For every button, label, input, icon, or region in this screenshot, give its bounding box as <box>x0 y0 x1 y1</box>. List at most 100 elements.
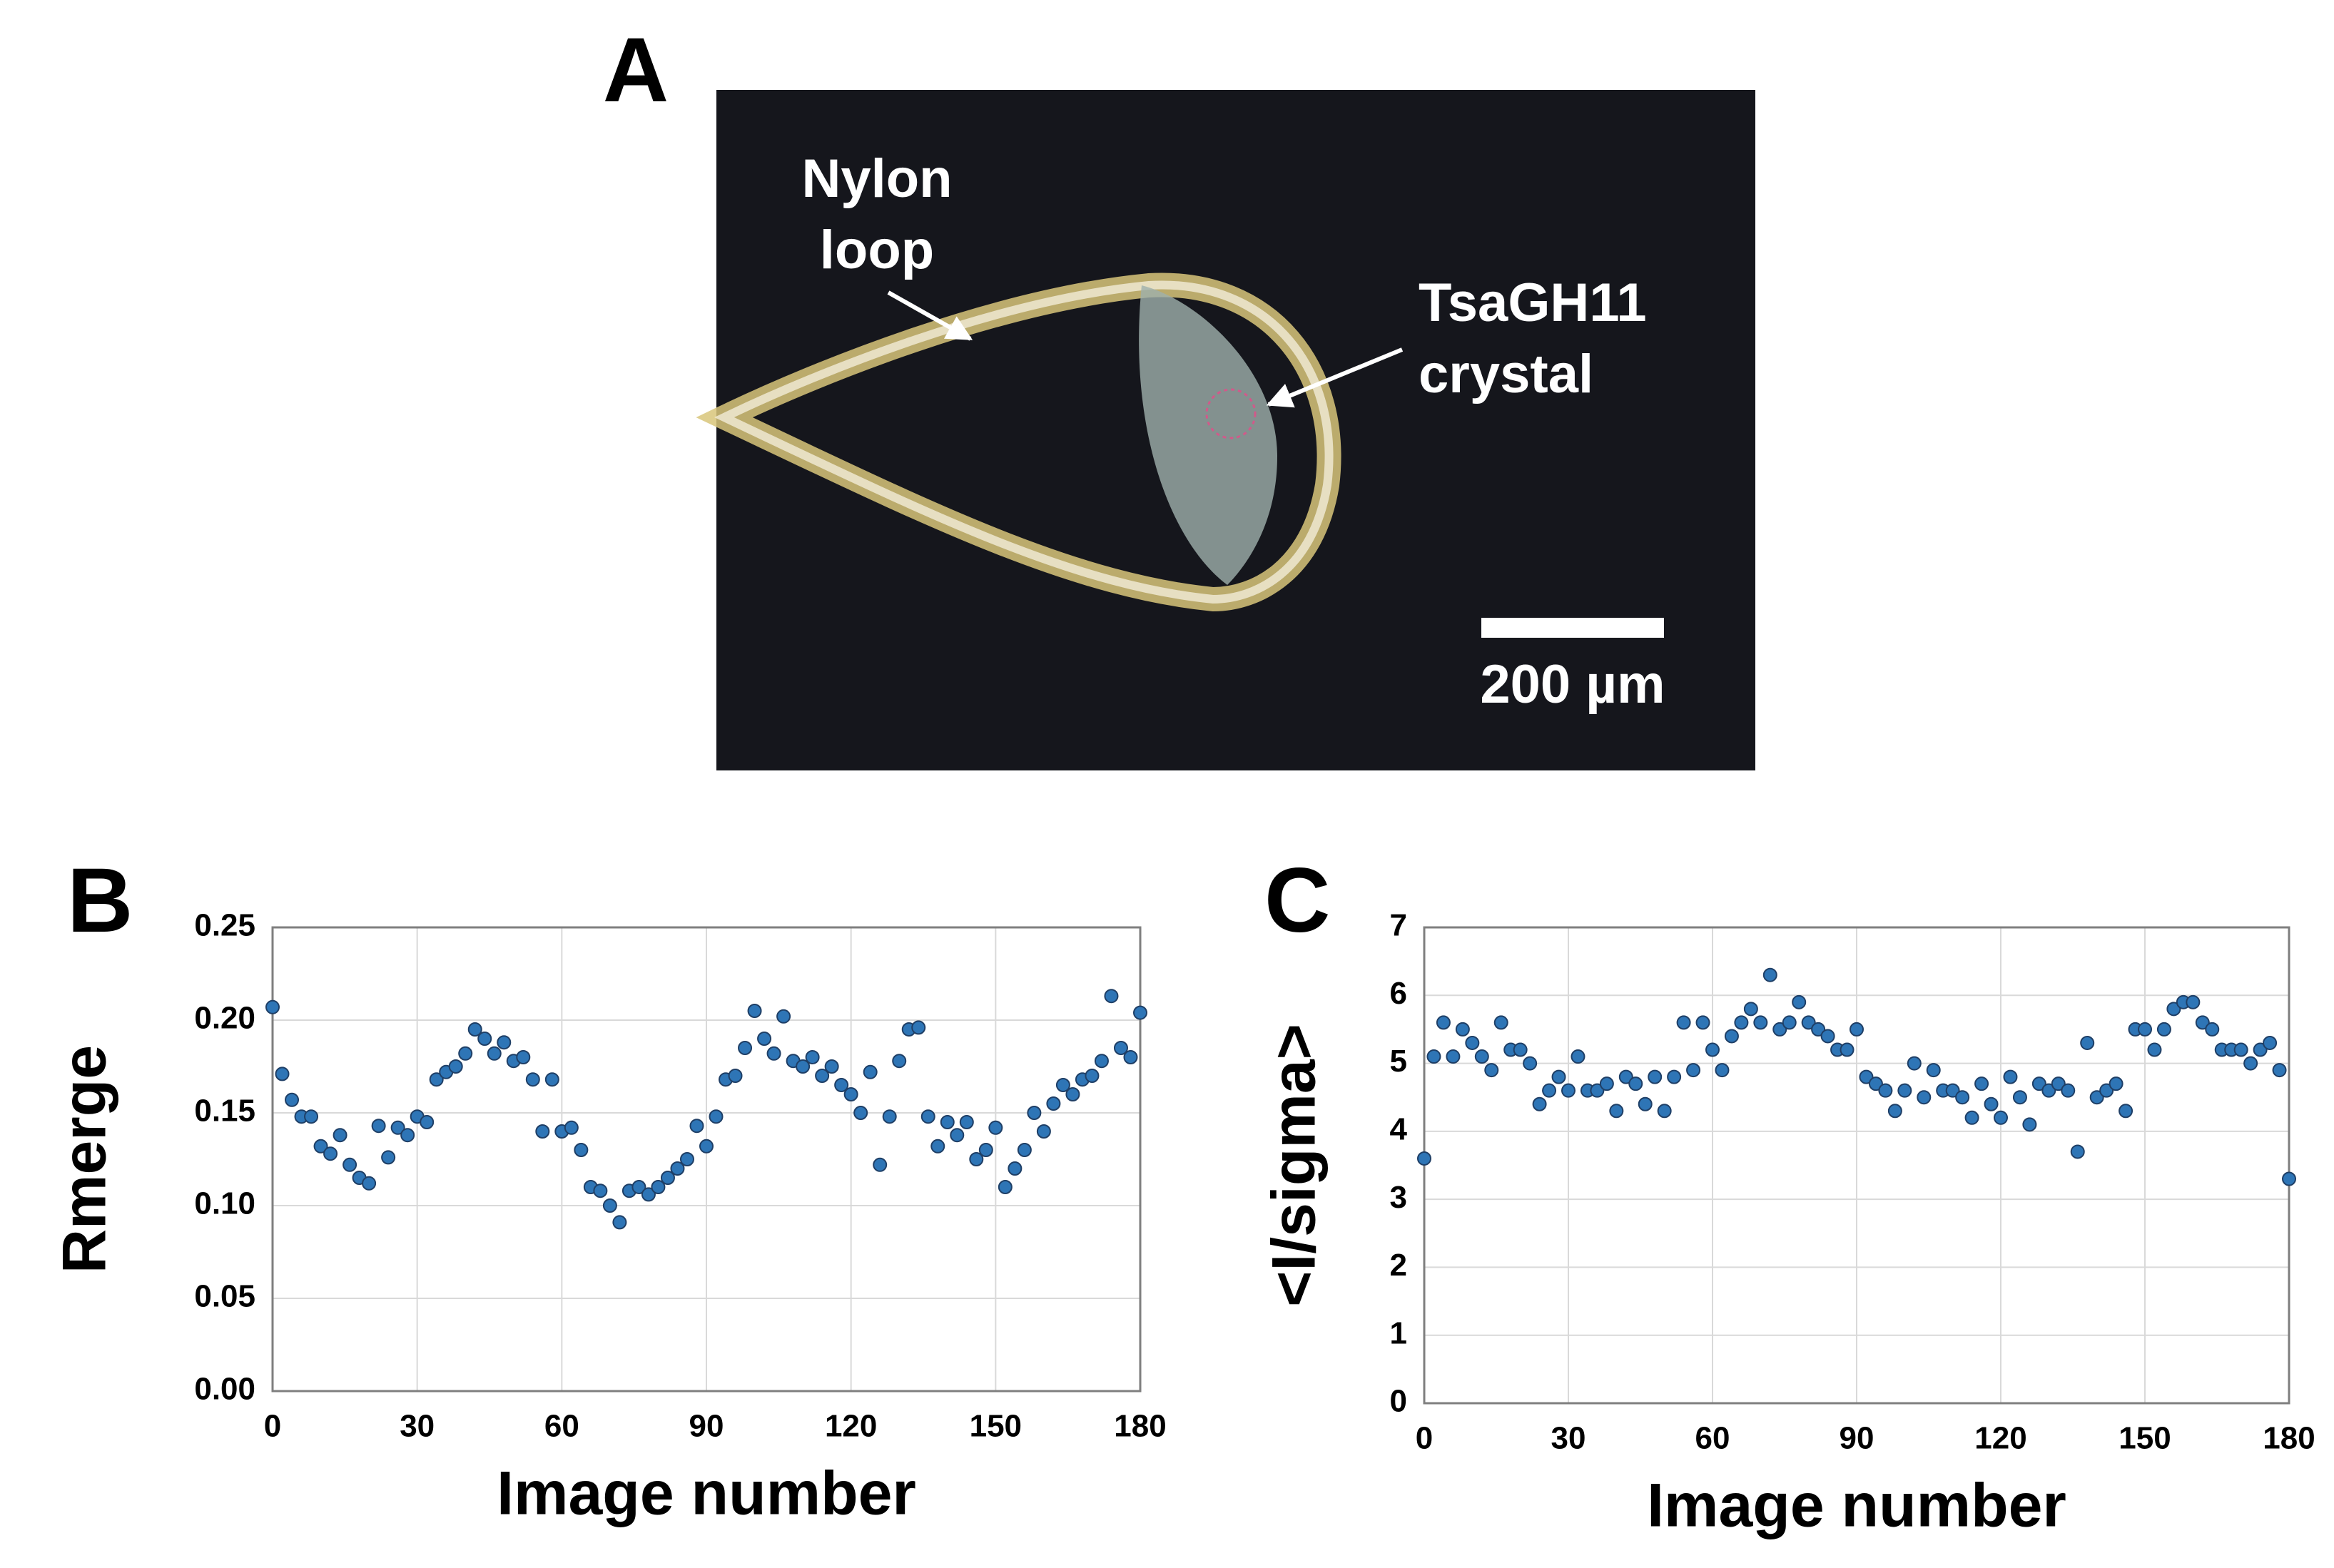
data-point <box>1609 1104 1624 1119</box>
data-point <box>1850 1022 1864 1037</box>
y-tick-label: 5 <box>1390 1044 1407 1079</box>
data-point <box>2156 1022 2171 1037</box>
data-point <box>2166 1002 2181 1017</box>
data-point <box>1801 1015 1816 1030</box>
data-point <box>2253 1042 2268 1057</box>
data-point <box>1055 1078 1070 1092</box>
data-point <box>1974 1076 1989 1091</box>
data-point <box>651 1180 666 1194</box>
data-point <box>1493 1015 1508 1030</box>
y-tick-label: 4 <box>1390 1111 1408 1146</box>
data-point <box>892 1054 907 1069</box>
data-point <box>728 1069 743 1083</box>
data-point <box>1887 1104 1902 1119</box>
chart: C 0 1 2 3 4 5 6 7 0 30 60 90 120 150 180 Image number <I/… <box>1260 850 2315 1540</box>
data-point <box>1811 1022 1826 1037</box>
data-point <box>920 1109 935 1124</box>
data-point <box>2147 1042 2162 1057</box>
data-point <box>1955 1090 1970 1105</box>
chart: B 0.00 0.05 0.10 0.15 0.20 0.25 0 30 60 90 120 150 18… <box>51 850 1167 1528</box>
data-point <box>834 1078 849 1092</box>
photo: Nylon loop TsaGH11 crystal 200 µm <box>696 90 1755 770</box>
data-point <box>1542 1083 1557 1098</box>
data-point <box>1926 1063 1941 1078</box>
data-point <box>1561 1083 1576 1098</box>
data-point <box>1984 1096 1999 1111</box>
data-point <box>2195 1015 2210 1030</box>
data-point <box>516 1050 531 1064</box>
data-point <box>1840 1042 1854 1057</box>
data-point <box>2031 1076 2046 1091</box>
y-tick-label: 6 <box>1390 976 1407 1011</box>
data-point <box>950 1128 965 1143</box>
data-point <box>1686 1063 1701 1078</box>
x-tick-label: 120 <box>1974 1421 2026 1456</box>
data-point <box>343 1157 357 1172</box>
data-point <box>930 1139 945 1154</box>
data-point <box>1532 1096 1547 1111</box>
panel-label: A <box>603 19 669 121</box>
data-point <box>544 1072 559 1087</box>
y-tick-label: 2 <box>1390 1248 1407 1283</box>
data-point <box>1667 1069 1682 1084</box>
data-point <box>1657 1104 1672 1119</box>
annotation: loop <box>820 220 934 280</box>
data-point <box>631 1180 646 1194</box>
data-point <box>265 999 280 1014</box>
x-axis-title: Image number <box>1647 1472 2066 1540</box>
x-tick-label: 30 <box>400 1409 435 1444</box>
data-point <box>2080 1035 2095 1050</box>
data-point <box>2109 1076 2124 1091</box>
data-point <box>1523 1056 1538 1071</box>
data-point <box>863 1064 878 1079</box>
data-point <box>1474 1049 1489 1064</box>
data-point <box>1792 994 1807 1009</box>
y-axis-title: Rmerge <box>51 1045 119 1273</box>
data-point <box>882 1109 897 1124</box>
data-point <box>400 1128 415 1143</box>
data-point <box>940 1115 955 1129</box>
data-point <box>381 1150 396 1165</box>
data-point <box>1417 1151 1431 1166</box>
arrow <box>887 290 973 341</box>
data-point <box>1772 1022 1787 1037</box>
data-point <box>1465 1035 1480 1050</box>
data-point <box>1734 1015 1749 1030</box>
data-point <box>1917 1090 1932 1105</box>
data-point <box>998 1180 1013 1194</box>
data-point <box>304 1109 319 1124</box>
data-point <box>1113 1041 1128 1055</box>
data-point <box>1085 1069 1100 1083</box>
annotation: Nylon <box>801 148 952 209</box>
data-point <box>1907 1056 1922 1071</box>
data-point <box>873 1157 888 1172</box>
x-tick-label: 180 <box>2263 1421 2315 1456</box>
panel-label: B <box>67 850 133 952</box>
data-point <box>2272 1063 2287 1078</box>
y-tick-label: 0.10 <box>194 1186 255 1221</box>
data-point <box>1945 1083 1960 1098</box>
data-point <box>1715 1063 1730 1078</box>
data-point <box>853 1106 868 1120</box>
y-tick-label: 3 <box>1390 1180 1407 1215</box>
data-point <box>2138 1022 2152 1037</box>
data-point <box>1551 1069 1566 1084</box>
data-point <box>1027 1106 1042 1120</box>
data-point <box>757 1032 772 1046</box>
x-tick-label: 30 <box>1551 1421 1586 1456</box>
data-point <box>2205 1022 2220 1037</box>
data-point <box>766 1046 781 1061</box>
data-point <box>371 1119 386 1134</box>
data-point <box>709 1109 724 1124</box>
data-point <box>2003 1069 2018 1084</box>
data-point <box>390 1120 405 1135</box>
data-point <box>1571 1049 1585 1064</box>
annotation: TsaGH11 <box>1419 273 1647 333</box>
data-point <box>1648 1069 1663 1084</box>
data-point <box>458 1046 473 1061</box>
data-point <box>2099 1083 2114 1098</box>
data-point <box>689 1119 704 1134</box>
annotation: crystal <box>1419 344 1593 404</box>
plot-frame <box>271 926 1142 1393</box>
data-point <box>911 1020 926 1035</box>
